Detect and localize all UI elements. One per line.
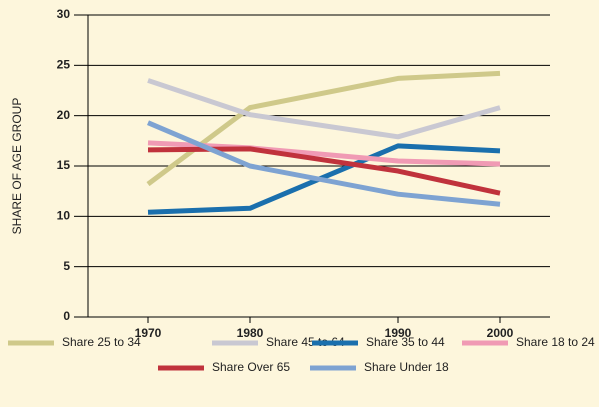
legend-label: Share 45 to 64	[266, 335, 345, 349]
line	[146, 70, 501, 187]
legend-label: Share Over 65	[212, 360, 290, 374]
legend-label: Share 35 to 44	[366, 335, 445, 349]
y-tick-label: 20	[57, 108, 71, 122]
x-tick-label: 1980	[237, 326, 264, 340]
y-tick-label: 25	[57, 58, 71, 72]
line	[147, 143, 501, 215]
y-axis-label: SHARE OF AGE GROUP	[10, 98, 24, 235]
line	[147, 120, 501, 207]
line	[147, 146, 501, 196]
x-tick-label: 1990	[385, 326, 412, 340]
legend-label: Share 18 to 24	[516, 335, 595, 349]
y-tick-label: 30	[57, 7, 71, 21]
y-tick-label: 10	[57, 209, 71, 223]
x-tick-label: 1970	[135, 326, 162, 340]
x-tick-label: 2000	[487, 326, 514, 340]
y-tick-label: 15	[57, 158, 71, 172]
legend-label: Share 25 to 34	[62, 335, 141, 349]
legend-label: Share Under 18	[364, 360, 449, 374]
line	[147, 78, 501, 140]
y-tick-label: 5	[63, 259, 70, 273]
y-tick-label: 0	[63, 309, 70, 323]
